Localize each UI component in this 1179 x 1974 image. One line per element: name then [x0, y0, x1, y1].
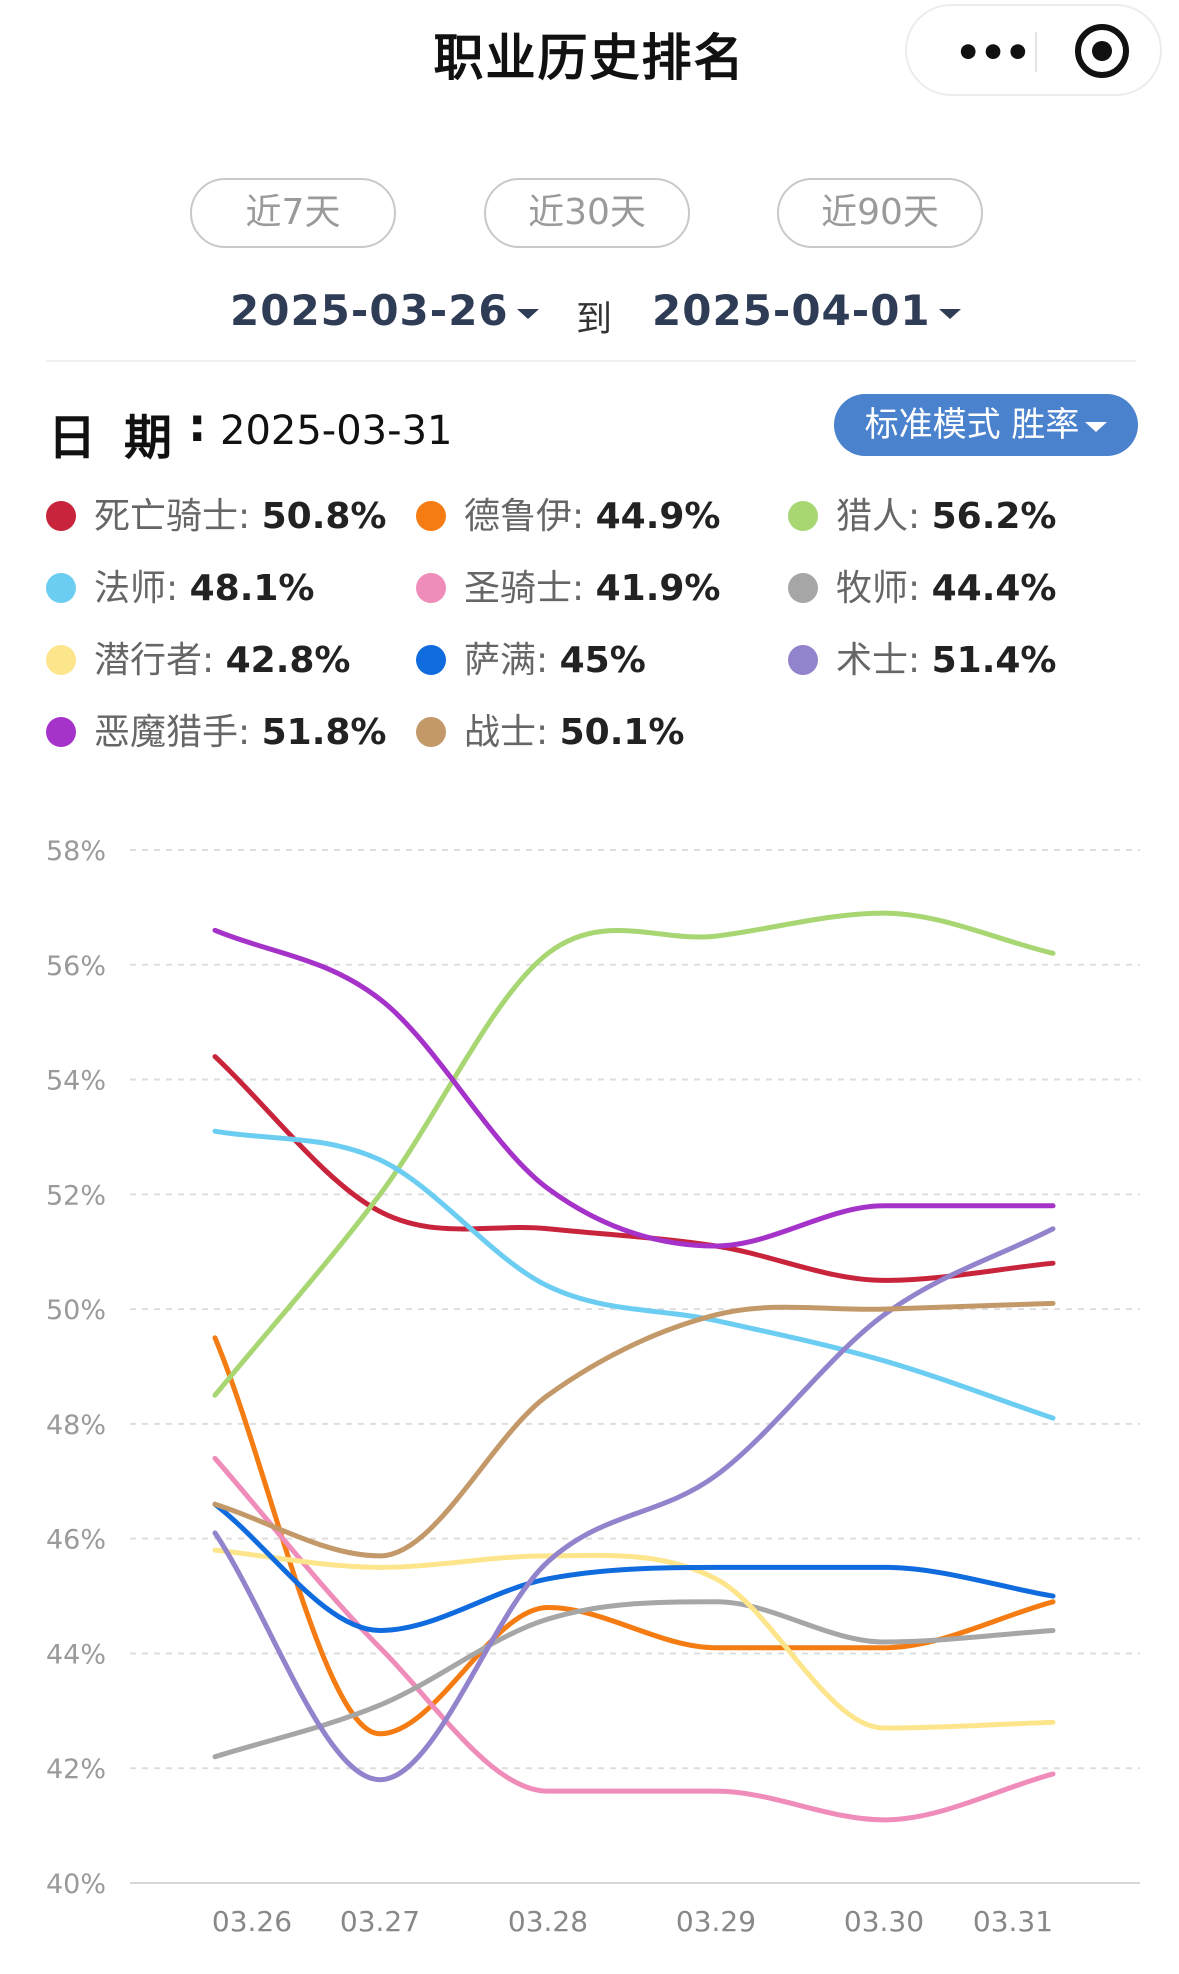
legend-value: 42.8%: [225, 640, 351, 681]
y-tick-label: 52%: [46, 1180, 106, 1211]
dot-icon: [788, 573, 818, 603]
legend-name: 德鲁伊: [464, 496, 573, 537]
start-date-value: 2025-03-26: [230, 286, 509, 335]
x-tick-label: 03.30: [844, 1905, 924, 1938]
mode-label: 标准模式 胜率: [864, 405, 1080, 445]
chevron-down-icon: [516, 308, 539, 319]
legend-value: 51.4%: [931, 640, 1057, 681]
y-tick-label: 54%: [46, 1066, 106, 1097]
more-icon[interactable]: •••: [954, 28, 1032, 77]
x-tick-label: 03.26: [212, 1905, 292, 1938]
series-line: [212, 1335, 1056, 1737]
series-line: [212, 1300, 1056, 1559]
selected-date-value: 2025-03-31: [220, 408, 453, 454]
x-tick-label: 03.28: [508, 1905, 588, 1938]
legend-value: 45%: [559, 640, 646, 681]
range-30-days-button[interactable]: 近30天: [484, 178, 690, 248]
legend-name: 死亡骑士: [94, 496, 239, 537]
series-line: [212, 1054, 1056, 1283]
dot-icon: [46, 573, 76, 603]
y-tick-label: 44%: [46, 1639, 106, 1670]
range-90-days-button[interactable]: 近90天: [777, 178, 983, 248]
y-tick-label: 58%: [46, 836, 106, 867]
legend-value: 56.2%: [931, 496, 1057, 537]
series-line: [212, 1599, 1056, 1760]
nav-bar: 职业历史排名 •••: [0, 0, 1179, 110]
chevron-down-icon: [938, 308, 961, 319]
dot-icon: [416, 645, 446, 675]
mode-dropdown-button[interactable]: 标准模式 胜率: [834, 394, 1138, 456]
series-line: [212, 1547, 1056, 1731]
legend-value: 50.8%: [261, 496, 387, 537]
y-tick-label: 40%: [46, 1869, 106, 1900]
y-tick-label: 48%: [46, 1410, 106, 1441]
capsule-divider: [1035, 32, 1037, 72]
close-target-icon[interactable]: [1075, 24, 1129, 78]
y-tick-label: 46%: [46, 1525, 106, 1556]
legend-name: 牧师: [836, 568, 909, 609]
chevron-down-icon: [1085, 421, 1108, 432]
series-line: [212, 1128, 1056, 1421]
legend-name: 圣骑士: [464, 568, 573, 609]
legend-name: 萨满: [464, 640, 537, 681]
dot-icon: [416, 501, 446, 531]
start-date-picker[interactable]: 2025-03-26: [230, 286, 539, 335]
dot-icon: [788, 501, 818, 531]
dot-icon: [46, 717, 76, 747]
y-tick-label: 56%: [46, 951, 106, 982]
legend-value: 50.1%: [559, 712, 685, 753]
legend-name: 法师: [94, 568, 167, 609]
legend-value: 44.9%: [595, 496, 721, 537]
date-range-row: 2025-03-26 到 2025-04-01: [0, 286, 1179, 350]
legend-value: 48.1%: [189, 568, 315, 609]
legend-value: 44.4%: [931, 568, 1057, 609]
series-line: [212, 1226, 1056, 1783]
date-range-separator: 到: [576, 299, 613, 340]
legend-name: 潜行者: [94, 640, 203, 681]
selected-date-colon: :: [188, 398, 207, 452]
x-tick-label: 03.31: [973, 1905, 1053, 1938]
series-line: [212, 910, 1056, 1398]
y-tick-label: 50%: [46, 1295, 106, 1326]
dot-icon: [416, 573, 446, 603]
y-tick-label: 42%: [46, 1754, 106, 1785]
mini-program-capsule: •••: [905, 4, 1162, 96]
win-rate-line-chart[interactable]: 40% 42% 44% 46% 48% 50% 52% 54% 56% 58% 03.26 03.27…: [0, 810, 1179, 1974]
series-line: [212, 927, 1056, 1249]
range-7-days-button[interactable]: 近7天: [190, 178, 396, 248]
end-date-picker[interactable]: 2025-04-01: [652, 286, 961, 335]
legend-name: 恶魔猎手: [94, 712, 239, 753]
selected-date-label: 日期: [48, 410, 201, 466]
series-line: [212, 1455, 1056, 1823]
x-tick-label: 03.27: [340, 1905, 420, 1938]
dot-icon: [46, 645, 76, 675]
legend-name: 术士: [836, 640, 909, 681]
legend-name: 战士: [464, 712, 537, 753]
x-tick-label: 03.29: [676, 1905, 756, 1938]
legend-value: 51.8%: [261, 712, 387, 753]
series-line: [212, 1501, 1056, 1633]
legend-value: 41.9%: [595, 568, 721, 609]
dot-icon: [46, 501, 76, 531]
end-date-value: 2025-04-01: [652, 286, 931, 335]
page-title: 职业历史排名: [433, 29, 746, 87]
legend-name: 猎人: [836, 496, 909, 537]
divider: [46, 360, 1136, 362]
dot-icon: [788, 645, 818, 675]
dot-icon: [416, 717, 446, 747]
